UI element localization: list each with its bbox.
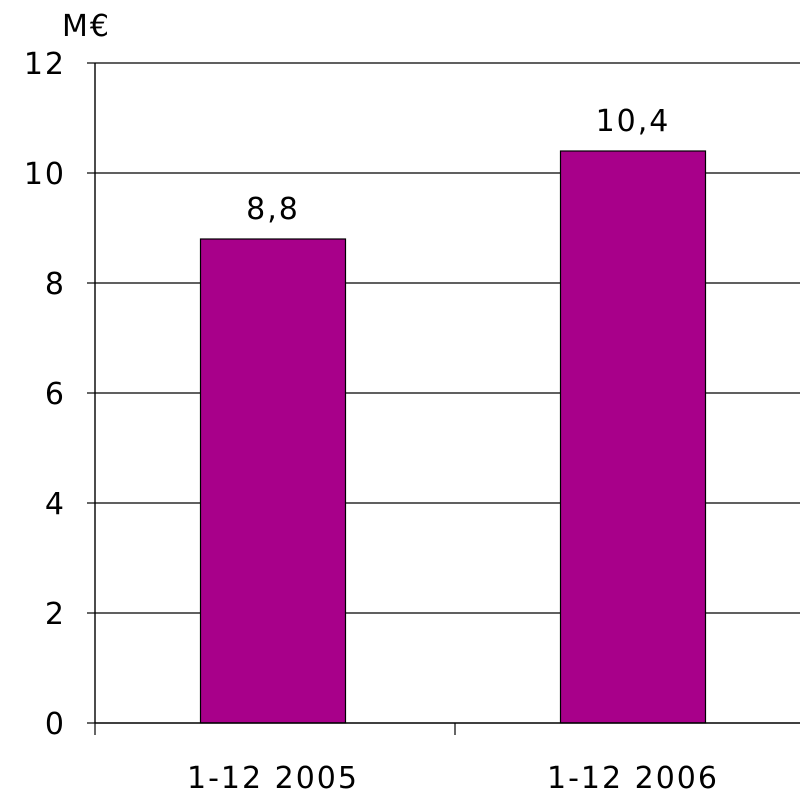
- bars: [199, 150, 707, 724]
- y-tick-label: 6: [45, 377, 66, 412]
- bar: [199, 238, 347, 724]
- y-tick-label: 10: [24, 157, 66, 192]
- y-tick-label: 0: [45, 707, 66, 742]
- data-label: 8,8: [246, 192, 300, 227]
- y-tick-label: 12: [24, 47, 66, 82]
- axes: [87, 62, 800, 735]
- bar: [559, 150, 707, 724]
- y-tick-label: 2: [45, 597, 66, 632]
- labels: M€ 0 2 4 6 8 10 12 8,8 1-12 2005 10,4 1-12 2006: [24, 9, 719, 793]
- y-tick-label: 8: [45, 267, 66, 302]
- unit-label: M€: [62, 9, 111, 44]
- data-label: 10,4: [596, 104, 671, 139]
- x-category-label: 1-12 2005: [187, 761, 359, 793]
- y-tick-label: 4: [45, 487, 66, 522]
- x-category-label: 1-12 2006: [547, 761, 719, 793]
